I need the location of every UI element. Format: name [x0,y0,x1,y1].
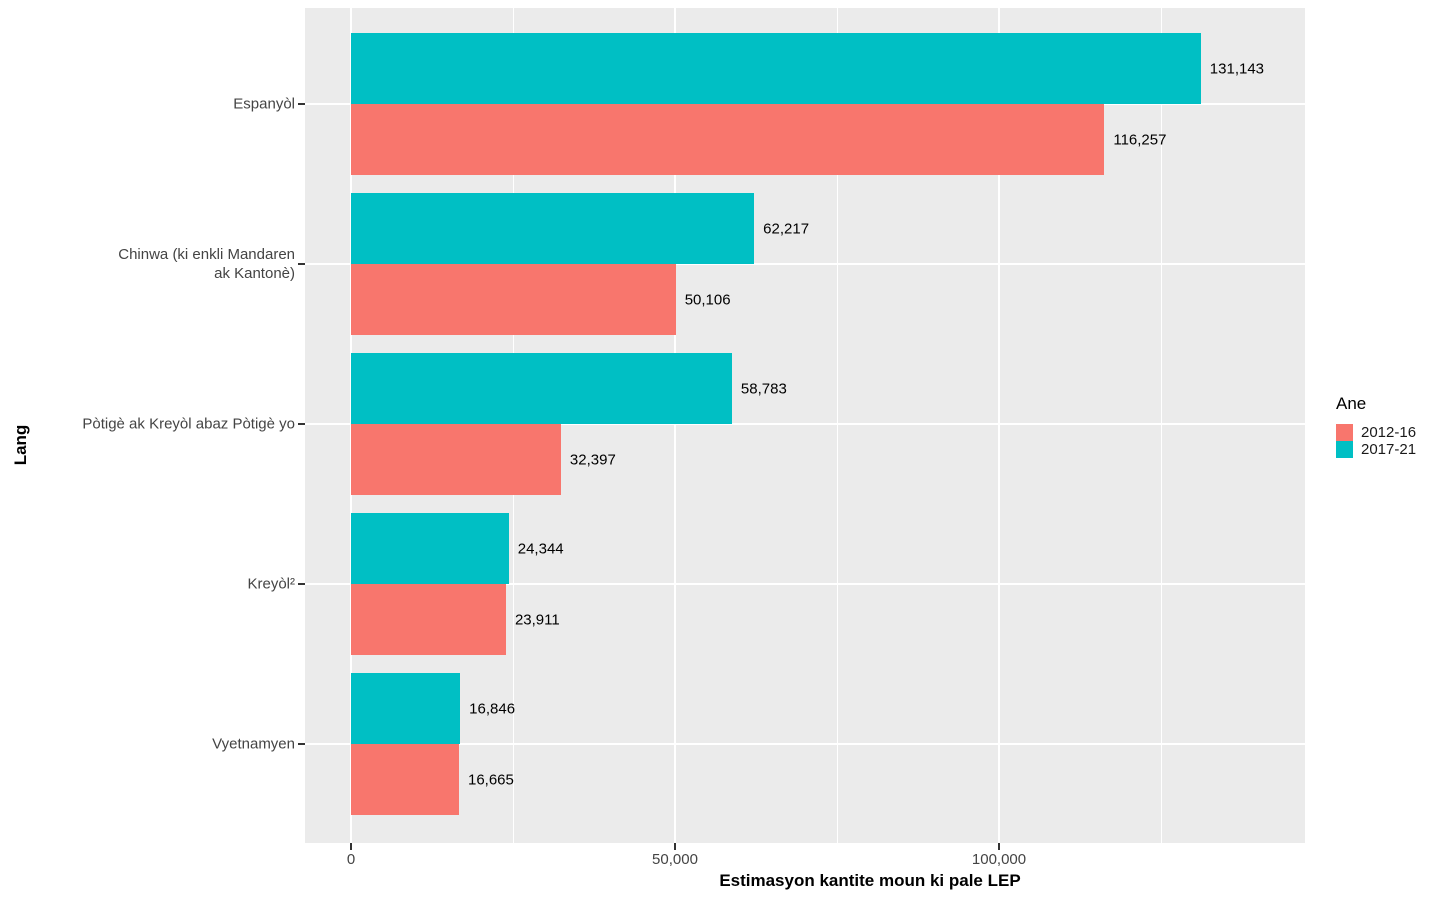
y-tick-mark [298,263,305,265]
bar-value-label: 116,257 [1113,131,1167,148]
bar-2017-21 [351,513,509,584]
legend: Ane 2012-16 2017-21 [1336,394,1416,458]
bar-2017-21 [351,33,1201,104]
gridline-vertical-minor [836,8,838,843]
bar-2012-16 [351,744,459,815]
bar-value-label: 131,143 [1209,60,1265,77]
gridline-vertical-major [674,8,676,843]
x-axis-title: Estimasyon kantite moun ki pale LEP [719,871,1021,890]
y-tick-label: Vyetnamyen [212,735,295,753]
gridline-vertical-minor [1160,8,1162,843]
y-tick-label: Chinwa (ki enkli Mandaren ak Kantonè) [118,246,295,282]
x-tick-mark [998,843,1000,850]
gridline-horizontal-major [305,423,1305,425]
bar-value-label: 16,665 [467,771,514,788]
bar-value-label: 16,846 [469,700,516,717]
legend-swatch-2012-16 [1336,424,1353,441]
bar-2012-16 [351,584,506,655]
bar-value-label: 23,911 [514,611,560,628]
bar-value-label: 32,397 [569,451,616,468]
y-tick-label: Espanyòl [233,95,295,113]
x-tick-mark [350,843,352,850]
y-tick-label: Kreyòl² [247,575,295,593]
x-tick-label: 0 [346,851,356,868]
legend-item-label: 2012-16 [1361,424,1417,441]
y-tick-mark [298,103,305,105]
bar-value-label: 58,783 [740,380,787,397]
y-tick-mark [298,423,305,425]
x-tick-label: 50,000 [652,851,698,868]
y-tick-mark [298,583,305,585]
legend-item-2012-16: 2012-16 [1336,424,1416,441]
bar-2012-16 [351,424,561,495]
bar-value-label: 62,217 [763,220,810,237]
bar-value-label: 24,344 [517,540,564,557]
x-tick-label: 100,000 [971,851,1027,868]
legend-title: Ane [1336,394,1367,413]
bar-2017-21 [351,193,755,264]
bar-value-label: 50,106 [684,291,731,308]
y-tick-mark [298,743,305,745]
legend-item-label: 2017-21 [1361,441,1417,458]
gridline-vertical-major [998,8,1000,843]
plot-panel: 131,143 116,257 62,217 50,106 58,783 32,397 24… [305,8,1305,843]
bar-2017-21 [351,353,732,424]
legend-items: 2012-16 2017-21 [1336,424,1416,458]
legend-swatch-2017-21 [1336,441,1353,458]
legend-item-2017-21: 2017-21 [1336,441,1416,458]
gridline-horizontal-major [305,263,1305,265]
bar-2017-21 [351,673,461,744]
bar-2012-16 [351,104,1105,175]
gridline-horizontal-major [305,743,1305,745]
bar-2012-16 [351,264,676,335]
y-tick-label: Pòtigè ak Kreyòl abaz Pòtigè yo [82,415,295,433]
x-tick-mark [674,843,676,850]
gridline-horizontal-major [305,583,1305,585]
